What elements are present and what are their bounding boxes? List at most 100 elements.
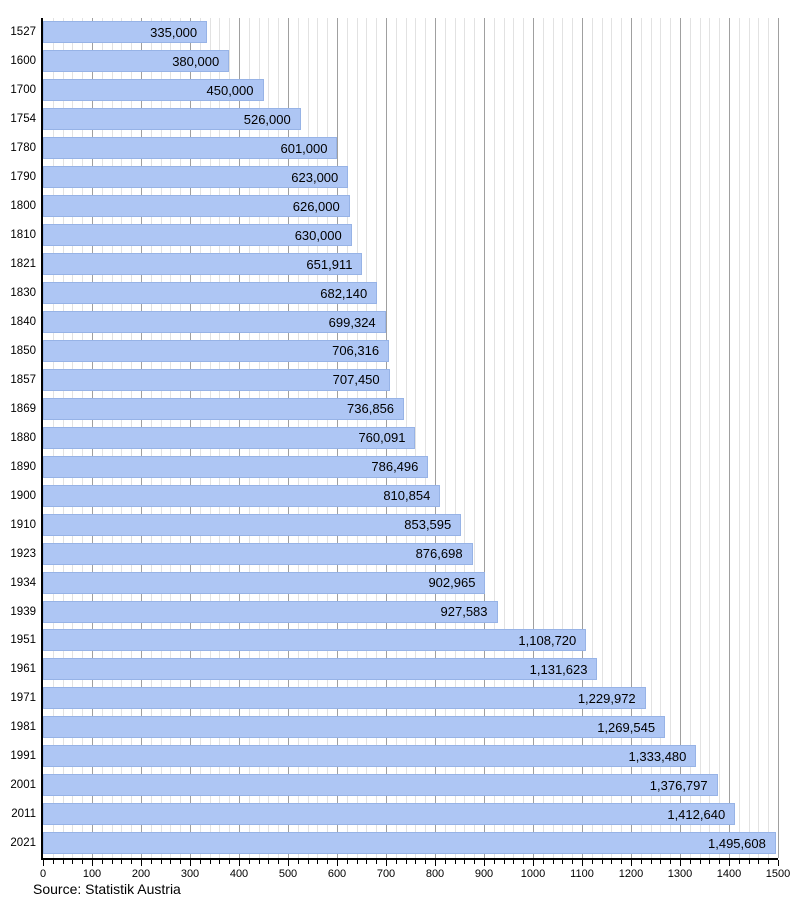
major-tick: [337, 860, 338, 866]
minor-gridline: [425, 18, 427, 858]
minor-gridline: [444, 18, 446, 858]
minor-gridline: [738, 18, 740, 858]
minor-tick: [199, 860, 201, 864]
bar: 335,000: [43, 21, 208, 44]
minor-tick: [72, 860, 74, 864]
minor-gridline: [493, 18, 495, 858]
bar-value-label: 1,269,545: [597, 719, 656, 735]
minor-tick: [297, 860, 299, 864]
major-gridline: [435, 18, 436, 858]
x-tick-label: 1400: [716, 868, 742, 880]
minor-tick: [346, 860, 348, 864]
x-tick-label: 1000: [520, 868, 546, 880]
bar-row: 1,229,972: [43, 684, 778, 713]
y-axis-label: 1821: [10, 258, 36, 271]
minor-tick: [768, 860, 770, 864]
major-tick: [141, 860, 142, 866]
bar: 601,000: [43, 137, 338, 160]
bar-value-label: 706,316: [332, 343, 380, 359]
minor-gridline: [748, 18, 750, 858]
bar-value-label: 380,000: [172, 53, 220, 69]
bar: 1,333,480: [43, 745, 697, 768]
bar: 1,229,972: [43, 687, 646, 710]
major-gridline: [729, 18, 730, 858]
minor-tick: [278, 860, 280, 864]
bar: 450,000: [43, 79, 264, 102]
bar-value-label: 699,324: [328, 314, 376, 330]
bar: 760,091: [43, 426, 416, 449]
bar-row: 706,316: [43, 336, 778, 365]
x-tick-label: 1100: [570, 868, 594, 880]
y-axis-label: 1880: [10, 431, 36, 444]
y-axis-label: 1961: [10, 663, 36, 676]
y-axis-label: 1840: [10, 316, 36, 328]
major-tick: [582, 860, 583, 866]
major-gridline: [778, 18, 779, 858]
y-axis-label: 1754: [10, 113, 36, 126]
minor-tick: [160, 860, 162, 864]
minor-tick: [464, 860, 466, 864]
minor-tick: [356, 860, 358, 864]
y-axis-label: 1971: [10, 692, 36, 705]
minor-tick: [719, 860, 721, 864]
y-axis-label: 1934: [10, 576, 36, 589]
minor-gridline: [503, 18, 505, 858]
bar: 699,324: [43, 311, 386, 333]
y-axis-label: 1900: [10, 489, 36, 502]
bar-value-label: 601,000: [280, 140, 328, 156]
major-tick: [729, 860, 730, 866]
minor-tick: [758, 860, 760, 864]
bar-row: 876,698: [43, 539, 778, 568]
minor-tick: [111, 860, 113, 864]
major-tick: [435, 860, 436, 866]
minor-gridline: [542, 18, 544, 858]
minor-tick: [395, 860, 397, 864]
x-tick-label: 300: [180, 868, 200, 880]
minor-tick: [611, 860, 613, 864]
bar: 623,000: [43, 166, 349, 189]
x-tick-label: 800: [425, 868, 445, 880]
bar-row: 707,450: [43, 365, 778, 394]
bar-row: 786,496: [43, 452, 778, 481]
bar-row: 1,131,623: [43, 655, 778, 684]
bar: 736,856: [43, 397, 405, 420]
bar-row: 1,333,480: [43, 742, 778, 771]
y-axis-label: 1600: [10, 55, 36, 68]
bar-value-label: 786,496: [371, 459, 419, 475]
minor-tick: [268, 860, 270, 864]
bar-value-label: 626,000: [292, 198, 340, 214]
minor-gridline: [601, 18, 603, 858]
x-tick-label: 400: [229, 868, 249, 880]
minor-gridline: [415, 18, 417, 858]
bar: 902,965: [43, 571, 486, 594]
minor-gridline: [513, 18, 515, 858]
minor-gridline: [552, 18, 554, 858]
minor-tick: [101, 860, 103, 864]
y-axis-label: 2021: [10, 837, 36, 850]
minor-tick: [150, 860, 152, 864]
major-tick: [43, 860, 44, 866]
minor-tick: [748, 860, 750, 864]
minor-gridline: [474, 18, 476, 858]
bar-row: 1,269,545: [43, 713, 778, 742]
minor-gridline: [660, 18, 662, 858]
x-tick-label: 600: [327, 868, 347, 880]
bar: 1,269,545: [43, 716, 666, 739]
bar-value-label: 853,595: [404, 517, 452, 533]
major-tick: [92, 860, 93, 866]
minor-tick: [474, 860, 476, 864]
minor-tick: [307, 860, 309, 864]
minor-tick: [376, 860, 378, 864]
bar: 526,000: [43, 108, 301, 131]
x-tick-label: 0: [39, 868, 47, 880]
bar-row: 699,324: [43, 308, 778, 337]
bar: 786,496: [43, 455, 429, 478]
x-tick-label: 1300: [667, 868, 693, 880]
minor-tick: [650, 860, 652, 864]
minor-gridline: [640, 18, 642, 858]
bar-value-label: 1,376,797: [649, 777, 708, 793]
minor-tick: [601, 860, 603, 864]
minor-tick: [415, 860, 417, 864]
bar-row: 630,000: [43, 221, 778, 250]
